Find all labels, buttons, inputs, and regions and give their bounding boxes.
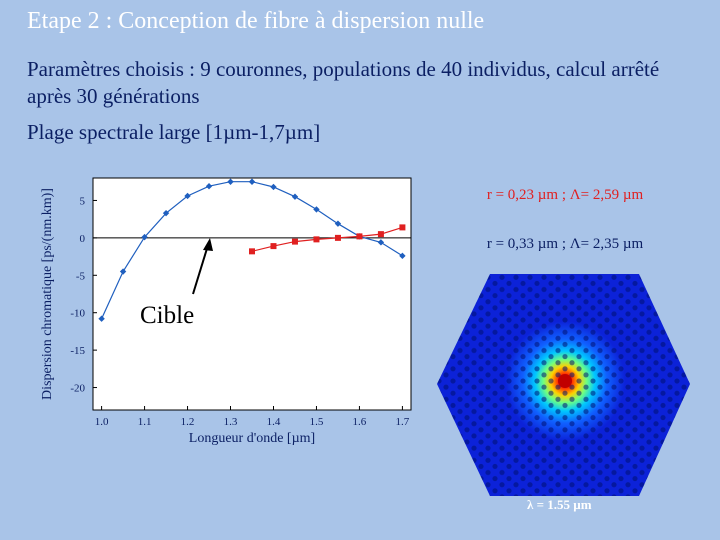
series-1-point — [184, 192, 191, 200]
x-tick-label: 1.2 — [181, 416, 195, 428]
plot-area — [92, 177, 412, 411]
series-1-point — [270, 183, 277, 191]
mode-wavelength-caption: λ = 1.55 µm — [527, 497, 592, 512]
series-2-point — [399, 224, 406, 231]
x-tick-label: 1.7 — [396, 416, 410, 428]
y-tick-label: -15 — [70, 345, 85, 357]
x-tick-label: 1.4 — [267, 416, 281, 428]
x-tick-label: 1.5 — [310, 416, 324, 428]
y-tick-label: -20 — [70, 383, 85, 395]
series-1-point — [119, 268, 127, 275]
series-2-point — [356, 233, 363, 240]
legend-entry-series-1: r = 0,23 µm ; Λ= 2,59 µm — [487, 187, 644, 203]
parameters-text: Paramètres choisis : 9 couronnes, popula… — [27, 57, 660, 108]
x-tick-label: 1.0 — [95, 416, 109, 428]
legend-entry-series-2: r = 0,33 µm ; Λ= 2,35 µm — [487, 236, 644, 252]
series-2-point — [270, 243, 277, 250]
series-1-point — [162, 209, 170, 217]
series-1-point — [98, 315, 105, 322]
y-tick-label: -5 — [76, 270, 86, 282]
series-2-point — [377, 231, 384, 238]
mode-field-image — [437, 274, 690, 496]
series-2-point — [291, 238, 298, 245]
series-1-point — [399, 252, 406, 260]
series-1-point — [248, 178, 256, 185]
series-1-point — [227, 178, 234, 185]
x-tick-label: 1.1 — [138, 416, 152, 428]
target-label: Cible — [140, 302, 194, 329]
series-2-point — [313, 236, 320, 243]
x-axis-label: Longueur d'onde [µm] — [189, 431, 315, 446]
series-1-point — [291, 193, 299, 200]
series-2-line — [251, 226, 403, 252]
series-1-point — [141, 233, 148, 241]
slide-title: Etape 2 : Conception de fibre à dispersi… — [27, 8, 485, 34]
target-arrow-shaft — [192, 241, 210, 295]
series-2-point — [249, 248, 255, 255]
series-1-point — [205, 183, 213, 190]
x-tick-label: 1.6 — [353, 416, 367, 428]
series-2-point — [334, 234, 341, 241]
y-axis-label: Dispersion chromatique [ps/(nm.km)] — [40, 188, 55, 400]
series-layer — [98, 178, 406, 322]
y-tick-label: 5 — [80, 195, 86, 207]
y-tick-label: -10 — [70, 308, 85, 320]
x-tick-label: 1.3 — [224, 416, 238, 428]
series-1-point — [313, 206, 320, 213]
series-1-point — [377, 239, 385, 246]
target-arrow-head — [203, 238, 213, 251]
series-1-point — [334, 220, 342, 227]
spectral-range-text: Plage spectrale large [1µm-1,7µm] — [27, 120, 321, 144]
y-tick-label: 0 — [80, 233, 86, 245]
